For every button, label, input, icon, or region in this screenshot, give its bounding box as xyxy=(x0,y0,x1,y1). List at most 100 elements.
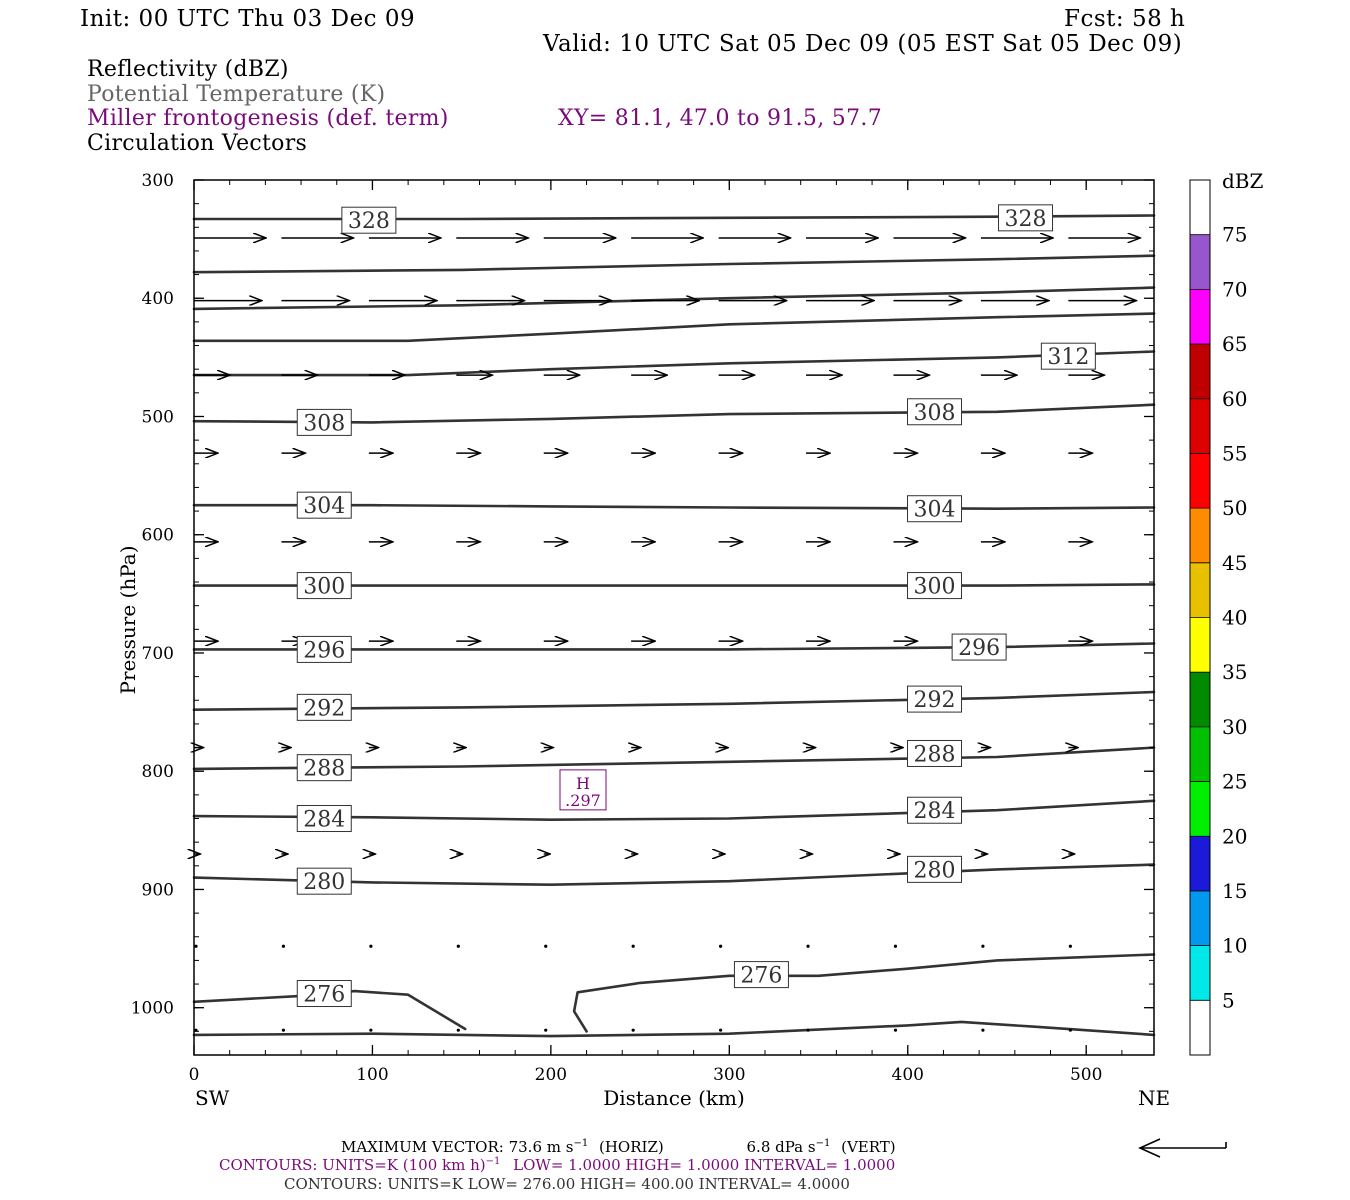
contour-label-box xyxy=(296,491,352,519)
reference-vector xyxy=(1138,1138,1227,1158)
colorbar-label: 30 xyxy=(1222,715,1247,739)
colorbar-segment xyxy=(1190,617,1210,673)
vector-dot xyxy=(719,944,723,948)
contour-label: 300 xyxy=(303,575,345,600)
y-tick-label: 500 xyxy=(142,407,174,427)
y-tick-label: 900 xyxy=(142,880,174,900)
contour-label-box xyxy=(296,867,352,895)
colorbar-label: 55 xyxy=(1222,441,1247,465)
colorbar-label: 20 xyxy=(1222,824,1247,848)
plot-frame xyxy=(193,179,1155,1056)
theta-contour-276-14 xyxy=(572,953,1156,1033)
vector-dot xyxy=(981,944,985,948)
vector-dot xyxy=(369,944,373,948)
contour-label-box xyxy=(1040,342,1096,370)
vector-dot xyxy=(1068,944,1072,948)
colorbar-segment xyxy=(1190,890,1210,946)
contour-label: 276 xyxy=(740,964,782,989)
x-tick-label: 500 xyxy=(1070,1065,1102,1085)
contour-label: 284 xyxy=(914,799,956,824)
contour-label: 284 xyxy=(303,808,345,833)
y-tick-label: 600 xyxy=(142,526,174,546)
field-circulation-vectors: Circulation Vectors xyxy=(87,131,308,156)
contour-label: 280 xyxy=(303,870,345,895)
y-tick-label: 300 xyxy=(142,171,174,191)
contour-label: 308 xyxy=(303,411,345,436)
colorbar-segment xyxy=(1190,781,1210,837)
colorbar-segment xyxy=(1190,672,1210,727)
ne-label: NE xyxy=(1138,1086,1170,1110)
contour-label-box xyxy=(907,739,963,767)
contour-label: 292 xyxy=(303,696,345,721)
field-potential-temperature: Potential Temperature (K) xyxy=(87,82,386,107)
x-tick-label: 300 xyxy=(713,1065,745,1085)
sw-label: SW xyxy=(195,1086,230,1110)
vector-dot xyxy=(806,944,810,948)
colorbar-segment xyxy=(1190,1000,1210,1055)
valid-time: Valid: 10 UTC Sat 05 Dec 09 (05 EST Sat … xyxy=(543,31,1183,57)
contour-label-box xyxy=(951,633,1007,661)
colorbar-label: 60 xyxy=(1222,387,1247,411)
field-frontogenesis: Miller frontogenesis (def. term) xyxy=(87,106,449,131)
footer-frontogenesis-contours: CONTOURS: UNITS=K (100 km h)−1 LOW= 1.00… xyxy=(219,1156,896,1174)
plot-border xyxy=(193,179,1155,1056)
contour-label: 308 xyxy=(914,401,956,426)
y-tick-label: 800 xyxy=(142,762,174,782)
theta-contour-316-3 xyxy=(192,312,1156,343)
contour-label: 312 xyxy=(1047,345,1089,370)
colorbar-segment xyxy=(1190,234,1210,290)
x-tick-label: 0 xyxy=(189,1065,200,1085)
colorbar-segment xyxy=(1190,398,1210,454)
theta-contour-292-9 xyxy=(192,690,1156,712)
field-reflectivity: Reflectivity (dBZ) xyxy=(87,57,289,82)
vector-dot xyxy=(544,1028,548,1032)
contour-label: 292 xyxy=(914,688,956,713)
vector-dot xyxy=(456,944,460,948)
theta-contour-324-1 xyxy=(192,254,1156,274)
x-axis-label: Distance (km) xyxy=(603,1086,745,1110)
contour-label: 304 xyxy=(303,494,345,519)
colorbar-label: 75 xyxy=(1222,223,1247,247)
y-axis-label: Pressure (hPa) xyxy=(116,546,140,695)
footer-max-vector: MAXIMUM VECTOR: 73.6 m s−1 (HORIZ) 6.8 d… xyxy=(341,1138,896,1156)
contour-label: 328 xyxy=(1005,207,1047,232)
contour-label-box xyxy=(733,961,789,989)
y-tick-label: 1000 xyxy=(131,999,174,1019)
vector-dot xyxy=(1068,1028,1072,1032)
contour-label-box xyxy=(296,572,352,600)
vector-dot xyxy=(981,1028,985,1032)
axis-ticks: 300 400 500 600 700 800 900 1000 0 100 200 300 400 50… xyxy=(131,171,1154,1085)
colorbar-label: 65 xyxy=(1222,332,1247,356)
colorbar-segment xyxy=(1190,289,1210,345)
theta-contour-312-4 xyxy=(192,350,1156,377)
contour-label-box xyxy=(296,980,352,1008)
contour-label-box xyxy=(341,206,397,234)
contour-label-box xyxy=(296,693,352,721)
contour-label: 280 xyxy=(914,858,956,883)
contour-label-box xyxy=(907,572,963,600)
theta-contour-276-13 xyxy=(192,989,467,1031)
contour-label: 296 xyxy=(958,636,1000,661)
footer-theta-contours: CONTOURS: UNITS=K LOW= 276.00 HIGH= 400.… xyxy=(284,1175,850,1193)
colorbar-label: 70 xyxy=(1222,277,1247,301)
colorbar-segment xyxy=(1190,508,1210,563)
colorbar-label: 40 xyxy=(1222,606,1247,630)
x-tick-label: 200 xyxy=(535,1065,567,1085)
contour-label: 296 xyxy=(303,638,345,663)
vector-dot xyxy=(369,1028,373,1032)
vector-dot xyxy=(281,1028,286,1032)
forecast-hour: Fcst: 58 h xyxy=(1064,6,1186,32)
contour-label: 288 xyxy=(914,742,956,767)
circulation-vectors xyxy=(194,238,1140,1032)
vector-dot xyxy=(631,1028,635,1032)
colorbar-segment xyxy=(1190,562,1210,618)
colorbar-segment xyxy=(1190,836,1210,891)
contour-label: 300 xyxy=(914,575,956,600)
y-tick-label: 400 xyxy=(142,289,174,309)
contour-label-box xyxy=(296,635,352,663)
contour-labels: 328 328 312 308 308 304 304 300 300 296 296 292 292 2… xyxy=(296,204,1096,1008)
vector-dot xyxy=(631,944,635,948)
colorbar-segment xyxy=(1190,453,1210,509)
contour-label-box xyxy=(296,408,352,436)
